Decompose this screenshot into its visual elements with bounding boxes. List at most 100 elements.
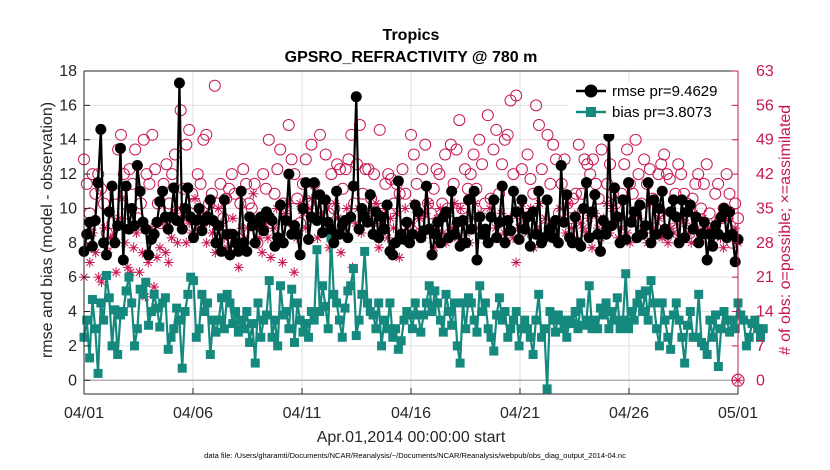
possible-point	[481, 109, 494, 122]
bias-point	[312, 245, 322, 255]
possible-point	[274, 143, 287, 156]
assimilated-point	[438, 227, 449, 238]
bias-point	[739, 315, 749, 325]
bias-point	[444, 307, 454, 317]
y-tick-label-left: 10	[59, 200, 77, 217]
rmse-point	[235, 185, 247, 197]
bias-point	[166, 332, 176, 342]
possible-point	[712, 177, 725, 190]
rmse-point	[544, 223, 556, 235]
bias-point	[685, 307, 695, 317]
bias-point	[652, 324, 662, 334]
rmse-point	[193, 202, 205, 214]
assimilated-point	[563, 198, 574, 209]
bias-point	[149, 289, 159, 299]
assimilated-point	[703, 223, 714, 234]
bias-point	[309, 315, 319, 325]
rmse-point	[213, 220, 225, 232]
rmse-point	[106, 180, 118, 192]
assimilated-point	[484, 203, 495, 214]
bias-point	[458, 298, 468, 308]
bias-point	[391, 324, 401, 334]
rmse-point	[420, 180, 432, 192]
bias-point	[231, 307, 241, 317]
bias-point	[753, 324, 763, 334]
bias-point	[259, 315, 269, 325]
rmse-point	[230, 237, 242, 249]
possible-point	[333, 163, 346, 176]
bias-point	[545, 307, 555, 317]
possible-point	[419, 138, 432, 151]
assimilated-point	[125, 267, 136, 278]
rmse-point	[594, 245, 606, 257]
legend-bias-label: bias pr=3.8073	[612, 104, 712, 121]
possible-point	[416, 163, 429, 176]
possible-point	[319, 148, 332, 161]
rmse-point	[176, 223, 188, 235]
bias-point	[570, 307, 580, 317]
possible-point	[515, 163, 528, 176]
possible-point	[532, 118, 545, 131]
rmse-point	[625, 216, 637, 228]
bias-point	[284, 324, 294, 334]
bias-point	[576, 298, 586, 308]
legend-bias-marker	[586, 107, 596, 117]
assimilated-point	[312, 232, 323, 243]
rmse-point	[227, 228, 239, 240]
bias-point	[337, 332, 347, 342]
assimilated-point	[306, 193, 317, 204]
bias-point	[447, 320, 457, 330]
assimilated-point	[385, 213, 396, 224]
rmse-point	[303, 233, 315, 245]
bias-point	[674, 315, 684, 325]
rmse-point	[698, 216, 710, 228]
assimilated-point	[665, 223, 676, 234]
assimilated-point	[137, 247, 148, 258]
assimilated-point	[184, 218, 195, 229]
bias-point	[452, 341, 462, 351]
possible-point	[618, 158, 631, 171]
possible-point	[143, 177, 156, 190]
possible-point	[282, 118, 295, 131]
rmse-point	[126, 202, 138, 214]
bias-point	[705, 315, 715, 325]
possible-point	[271, 163, 284, 176]
rmse-point	[670, 211, 682, 223]
bias-point	[354, 315, 364, 325]
bias-point	[548, 315, 558, 325]
rmse-point	[387, 249, 399, 261]
rmse-point	[347, 180, 359, 192]
assimilated-point	[324, 242, 335, 253]
possible-point	[407, 148, 420, 161]
bias-point	[158, 298, 168, 308]
bias-point	[741, 341, 751, 351]
rmse-point	[182, 182, 194, 194]
bias-point	[203, 298, 213, 308]
bias-point	[416, 327, 426, 337]
bias-point	[124, 272, 134, 282]
y-tick-label-right: 0	[756, 372, 765, 389]
assimilated-point	[277, 257, 288, 268]
rmse-point	[505, 225, 517, 237]
bias-point	[478, 307, 488, 317]
rmse-point	[704, 228, 716, 240]
bias-point	[638, 307, 648, 317]
rmse-point	[586, 206, 598, 218]
bias-point	[427, 307, 437, 317]
rmse-point	[606, 220, 618, 232]
rmse-point	[157, 185, 169, 197]
bias-point	[708, 332, 718, 342]
assimilated-point	[248, 188, 259, 199]
possible-point	[305, 138, 318, 151]
bias-point	[152, 303, 162, 313]
rmse-point	[608, 182, 620, 194]
rmse-point	[249, 237, 261, 249]
rmse-point	[558, 216, 570, 228]
assimilated-point	[560, 227, 571, 238]
bias-point	[607, 307, 617, 317]
rmse-point	[479, 223, 491, 235]
bias-point	[680, 358, 690, 368]
bias-point	[188, 276, 198, 286]
assimilated-point	[160, 247, 171, 258]
